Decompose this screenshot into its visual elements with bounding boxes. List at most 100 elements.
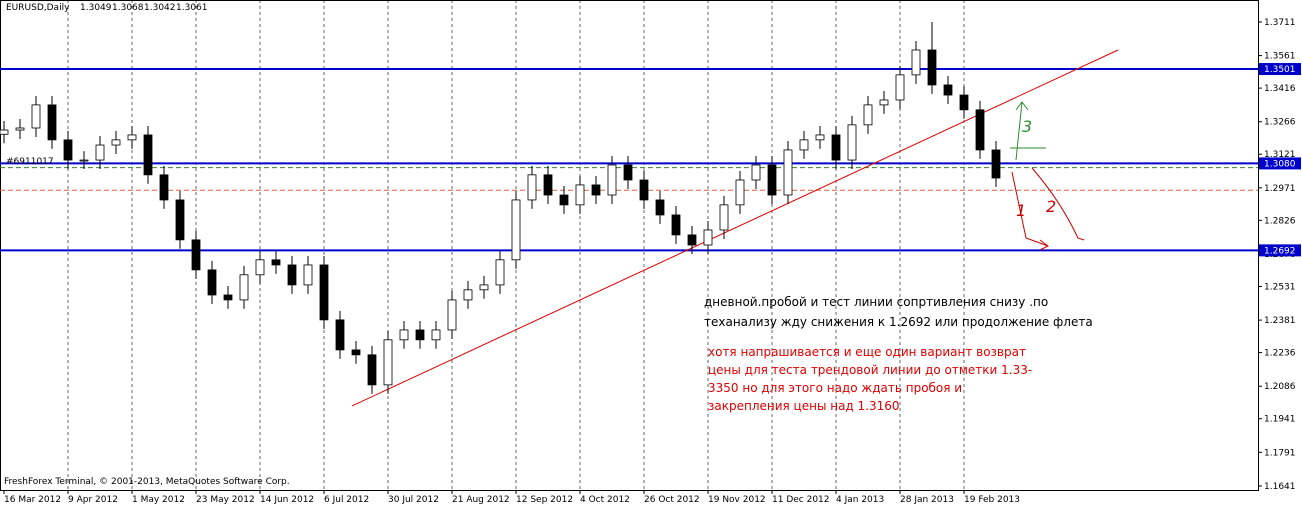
annotation: теханализу жду снижения к 1.2692 или про… (704, 315, 1093, 329)
x-tick-label: 9 Apr 2012 (68, 495, 118, 505)
candle-body (911, 49, 921, 76)
level-label-box (1259, 244, 1301, 257)
candle-body (591, 184, 601, 196)
y-tick-label: 1.2381 (1264, 316, 1296, 326)
candle-body (0, 129, 9, 135)
level-label-box (1259, 157, 1301, 170)
scenario-mark: 3 (1022, 117, 1032, 136)
candle-body (623, 164, 633, 181)
candle-body (703, 229, 713, 246)
candle-body (959, 94, 969, 111)
candle-body (479, 284, 489, 291)
annotation: дневной.пробой и тест линии сопртивления… (704, 295, 1048, 309)
candle-body (559, 194, 569, 206)
footer: FreshForex Terminal, © 2001-2013, MetaQu… (4, 477, 290, 487)
candle-body (815, 134, 825, 141)
candle-body (383, 339, 393, 386)
x-tick-label: 1 May 2012 (132, 495, 185, 505)
y-tick-label: 1.3561 (1264, 52, 1296, 62)
x-tick-label: 14 Jun 2012 (260, 495, 314, 505)
candle-body (207, 269, 217, 296)
candle-body (303, 264, 313, 286)
candle-body (319, 264, 329, 321)
candle-body (783, 149, 793, 196)
candle-body (191, 239, 201, 271)
candle-body (31, 104, 41, 129)
candle-body (143, 134, 153, 176)
y-tick-label: 1.1641 (1264, 482, 1296, 492)
y-tick-label: 1.2236 (1264, 349, 1296, 359)
candle-body (799, 139, 809, 151)
grid (67, 0, 965, 490)
candle-body (79, 159, 89, 162)
scenario-mark: 2 (1046, 197, 1056, 216)
chart-title: EURUSD,Daily (6, 3, 70, 13)
candle-body (895, 74, 905, 101)
candle-body (767, 164, 777, 196)
candle-body (255, 259, 265, 276)
x-tick-label: 19 Feb 2013 (964, 495, 1020, 505)
y-tick-label: 1.2531 (1264, 282, 1296, 292)
candle-body (719, 204, 729, 231)
candle-body (751, 164, 761, 181)
candle-body (175, 199, 185, 241)
candle-body (335, 319, 345, 351)
header-close: 1.3061 (176, 3, 208, 13)
candle-body (831, 134, 841, 161)
candle-body (991, 149, 1001, 179)
y-tick-label: 1.2971 (1264, 184, 1296, 194)
candle-body (607, 164, 617, 196)
scenario-mark: 1 (1016, 201, 1026, 220)
x-tick-label: 30 Jul 2012 (388, 495, 439, 505)
header-open: 1.3049 (80, 3, 112, 13)
x-tick-label: 4 Oct 2012 (580, 495, 630, 505)
x-tick-label: 21 Aug 2012 (452, 495, 510, 505)
scenario-arrow (1010, 101, 1046, 161)
candle-body (431, 329, 441, 341)
candle-body (687, 234, 697, 246)
candle-body (447, 299, 457, 331)
candle-body (415, 329, 425, 341)
candle-body (463, 289, 473, 301)
trendline (351, 49, 1119, 407)
header-low: 1.3042 (144, 3, 176, 13)
candle-body (527, 174, 537, 201)
header-high: 1.3068 (112, 3, 144, 13)
level-label: 1.3080 (1264, 159, 1296, 169)
y-tick-label: 1.3121 (1264, 150, 1296, 160)
candle-body (95, 144, 105, 161)
candle-body (863, 104, 873, 126)
y-tick-label: 1.3711 (1264, 18, 1296, 28)
candle-body (655, 199, 665, 216)
x-tick-label: 26 Oct 2012 (644, 495, 700, 505)
x-tick-label: 12 Sep 2012 (516, 495, 573, 505)
candle-body (735, 179, 745, 206)
candle-body (975, 109, 985, 151)
x-tick-label: 23 May 2012 (196, 495, 255, 505)
y-tick-label: 1.3266 (1264, 118, 1296, 128)
candle-body (575, 184, 585, 206)
candle-body (511, 199, 521, 261)
candle-body (239, 274, 249, 301)
level-label: 1.3501 (1264, 65, 1296, 75)
annotations: дневной.пробой и тест линии сопртивления… (704, 295, 1093, 413)
y-tick-label: 1.3416 (1264, 84, 1296, 94)
candle-body (223, 294, 233, 301)
candle-body (495, 259, 505, 286)
y-tick-label: 1.2826 (1264, 216, 1296, 226)
candle-body (351, 349, 361, 356)
candle-body (671, 214, 681, 236)
candle-body (927, 49, 937, 86)
level-label-box (1259, 63, 1301, 76)
candle-body (127, 134, 137, 141)
x-tick-label: 19 Nov 2012 (708, 495, 766, 505)
candle-body (367, 354, 377, 386)
candle-body (399, 329, 409, 341)
candle-body (111, 139, 121, 146)
scenario-arrow (1031, 167, 1085, 241)
candle-body (287, 264, 297, 286)
scenario-arrow (1011, 171, 1049, 251)
annotation: цены для теста трендовой линии до отметк… (708, 363, 1032, 377)
candle-body (543, 174, 553, 196)
